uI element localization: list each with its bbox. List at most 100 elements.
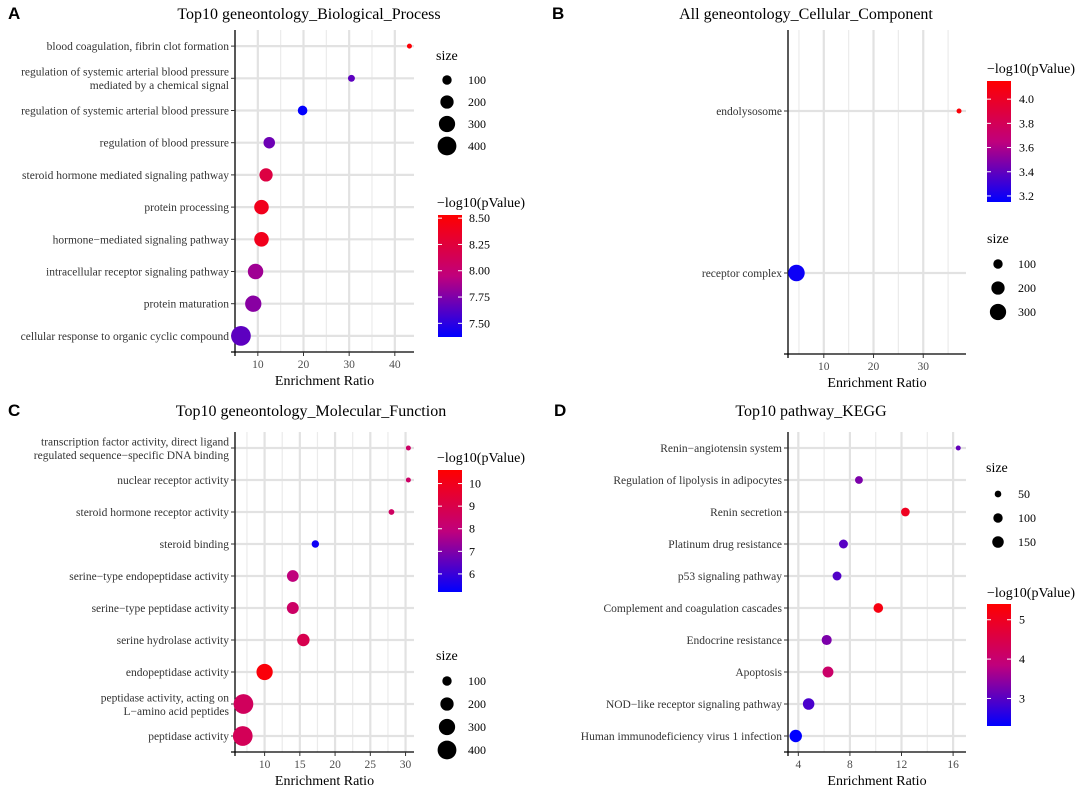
x-tick-label: 30 [400,759,412,771]
x-tick-label: 30 [917,361,929,373]
plot-area-a [235,30,414,352]
x-tick-label: 10 [818,361,830,373]
data-point[interactable]: steroid binding [311,540,320,548]
size-legend-key [993,259,1003,269]
data-point[interactable]: transcription factor activity, direct li… [405,445,411,451]
data-point[interactable]: steroid hormone receptor activity [388,509,395,515]
data-point[interactable]: regulation of systemic arterial blood pr… [297,105,308,116]
x-tick-label: 25 [365,759,377,771]
y-category-label: Platinum drug resistance [668,539,782,551]
size-legend-label: 300 [468,117,486,131]
data-point[interactable]: protein processing [254,199,269,215]
chart-title-c: Top10 geneontology_Molecular_Function [176,403,446,420]
x-tick-label: 20 [868,361,880,373]
y-category-label: blood coagulation, fibrin clot formation [47,41,230,53]
data-point[interactable]: NOD−like receptor signaling pathway [802,698,815,710]
color-legend-label: 7.50 [469,316,490,330]
size-legend-key [992,536,1004,548]
data-point[interactable]: Renin−angiotensin system [955,445,961,451]
panel-label-a: A [8,4,20,23]
color-legend-label: 6 [469,567,475,581]
data-point[interactable]: serine hydrolase activity [297,633,310,647]
y-category-label: NOD−like receptor signaling pathway [606,699,782,711]
size-legend-label: 300 [1018,305,1036,319]
data-point[interactable]: blood coagulation, fibrin clot formation [406,43,412,49]
data-point[interactable]: Complement and coagulation cascades [873,603,884,613]
data-point[interactable]: Apoptosis [822,666,834,678]
data-point[interactable]: protein maturation [245,295,262,312]
x-tick-label: 20 [298,359,310,371]
panel-label-c: C [8,401,20,420]
size-legend-label: 400 [468,743,486,757]
size-legend-key [442,75,452,85]
size-legend-label: 400 [468,139,486,153]
y-category-label: intracellular receptor signaling pathway [46,267,229,279]
color-legend-label: 3.2 [1019,189,1034,203]
color-legend-title: −log10(pValue) [987,586,1075,601]
color-legend-label: 3.4 [1019,165,1034,179]
data-point[interactable]: regulation of blood pressure [263,136,276,149]
y-category-label: Complement and coagulation cascades [603,603,782,615]
y-category-label: Renin secretion [710,507,782,519]
panel-label-b: B [552,4,564,23]
size-legend-title: size [986,461,1008,476]
x-axis-title-a: Enrichment Ratio [275,374,374,389]
size-legend-label: 200 [1018,281,1036,295]
size-legend-key [438,115,456,133]
y-category-label: Endocrine resistance [687,635,782,647]
data-point[interactable]: Endocrine resistance [821,634,832,646]
y-category-label: steroid hormone mediated signaling pathw… [22,170,229,182]
data-point[interactable]: Platinum drug resistance [839,539,848,549]
color-legend-title: −log10(pValue) [987,62,1075,77]
data-point[interactable]: receptor complex [788,264,805,282]
panel-c: C Top10 geneontology_Molecular_Function 10… [8,401,525,789]
size-legend-label: 300 [468,720,486,734]
size-legend-label: 100 [468,73,486,87]
data-point[interactable]: hormone−mediated signaling pathway [254,232,269,247]
data-point[interactable]: regulation of systemic arterial blood pr… [347,74,355,82]
size-legend-label: 150 [1018,535,1036,549]
data-point[interactable]: Renin secretion [901,507,910,517]
color-legend-label: 8.50 [469,211,490,225]
y-category-label: serine−type endopeptidase activity [69,571,229,583]
x-tick-label: 30 [343,359,355,371]
data-point[interactable]: endolysosome [956,108,962,114]
y-category-label: cellular response to organic cyclic comp… [21,331,230,343]
size-legend-key [993,513,1003,523]
color-legend-label: 8 [469,522,475,536]
y-category-label: regulation of systemic arterial blood pr… [21,106,229,118]
panel-b: B All geneontology_Cellular_Component 10 20… [552,4,1075,391]
size-legend-key [440,95,454,109]
color-legend-label: 3.8 [1019,116,1034,130]
data-point[interactable]: p53 signaling pathway [832,571,842,581]
data-point[interactable]: steroid hormone mediated signaling pathw… [259,168,273,182]
y-category-label: peptidase activity, acting on L−amino aci… [101,692,230,718]
color-legend-title: −log10(pValue) [437,196,525,211]
size-legend-label: 100 [1018,511,1036,525]
y-category-label: endopeptidase activity [126,667,229,679]
data-point[interactable]: serine−type endopeptidase activity [286,570,299,582]
x-tick-label: 15 [294,759,306,771]
y-category-label: protein processing [144,202,229,214]
data-point[interactable]: peptidase activity, acting on L−amino ac… [233,694,254,714]
data-point[interactable]: Regulation of lipolysis in adipocytes [855,476,863,484]
color-legend-label: 4.0 [1019,92,1034,106]
size-legend-key [438,718,456,736]
data-point[interactable]: peptidase activity [232,726,253,746]
size-legend-key [437,740,457,760]
y-category-label: steroid hormone receptor activity [76,507,229,519]
size-legend-title: size [987,232,1009,247]
size-legend-key [994,490,1002,498]
data-point[interactable]: Human immunodeficiency virus 1 infection [789,729,802,743]
panel-d: D Top10 pathway_KEGG 4 8 12 16 Enrichment Rati… [554,401,1075,789]
data-point[interactable]: endopeptidase activity [256,663,273,681]
data-point[interactable]: cellular response to organic cyclic comp… [231,326,251,346]
data-point[interactable]: nuclear receptor activity [405,477,411,483]
x-tick-label: 10 [252,359,264,371]
data-point[interactable]: intracellular receptor signaling pathway [247,263,264,280]
color-legend-bar [987,604,1011,726]
size-legend-title: size [436,649,458,664]
y-category-label: peptidase activity [148,731,229,743]
data-point[interactable]: serine−type peptidase activity [286,602,299,614]
